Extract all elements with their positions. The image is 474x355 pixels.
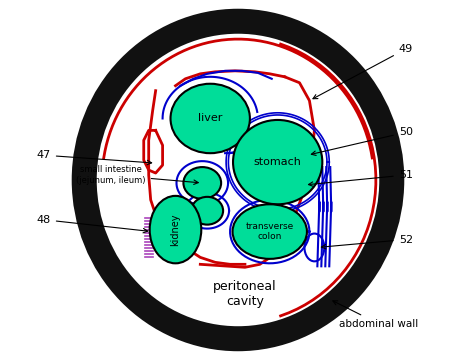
Text: 50: 50 [311,127,413,155]
Ellipse shape [84,21,392,339]
Text: 47: 47 [36,150,152,165]
Ellipse shape [183,167,221,199]
Text: 52: 52 [321,235,413,249]
Ellipse shape [233,120,322,204]
Ellipse shape [150,196,201,263]
Text: liver: liver [198,114,222,124]
Text: stomach: stomach [254,157,301,167]
Text: small intestine
(jejunum, ileum): small intestine (jejunum, ileum) [76,165,198,185]
Ellipse shape [233,204,307,259]
Text: transverse
colon: transverse colon [246,222,294,241]
Text: 49: 49 [313,44,413,99]
Text: 48: 48 [36,215,148,233]
Text: kidney: kidney [171,213,181,246]
Ellipse shape [171,84,250,153]
Text: 51: 51 [309,170,413,186]
Text: abdominal wall: abdominal wall [333,301,419,329]
Text: peritoneal
cavity: peritoneal cavity [213,280,277,308]
Ellipse shape [191,197,223,225]
